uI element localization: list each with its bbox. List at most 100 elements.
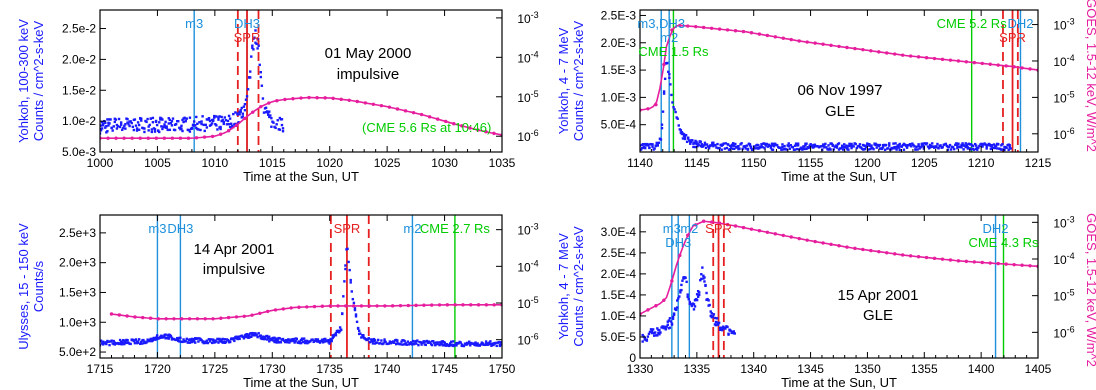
x-tick-label: 1340 xyxy=(740,362,767,376)
counts-point xyxy=(658,333,661,336)
counts-point xyxy=(714,144,717,147)
counts-point xyxy=(318,341,322,344)
counts-point xyxy=(648,330,652,334)
x-tick-label: 1740 xyxy=(374,362,401,376)
counts-point xyxy=(134,339,138,342)
y-tick-label: 5.0E-4 xyxy=(601,118,637,132)
counts-point xyxy=(132,339,136,342)
counts-point xyxy=(900,145,904,148)
counts-point xyxy=(691,139,694,142)
counts-point xyxy=(647,332,651,336)
counts-point xyxy=(204,341,207,345)
counts-point xyxy=(435,341,438,344)
counts-point xyxy=(881,146,885,149)
counts-point xyxy=(292,337,295,341)
counts-point xyxy=(997,142,1000,146)
counts-point xyxy=(239,109,242,112)
goes-point xyxy=(203,317,207,321)
chart-subtitle: impulsive xyxy=(337,66,400,83)
goes-point xyxy=(427,115,432,119)
counts-point xyxy=(666,323,669,326)
counts-point xyxy=(174,122,178,126)
goes-point xyxy=(717,27,722,31)
counts-point xyxy=(847,148,850,151)
counts-point xyxy=(912,143,915,147)
counts-point xyxy=(650,331,654,335)
plot-area xyxy=(640,215,1038,358)
counts-point xyxy=(641,142,645,146)
goes-point xyxy=(383,304,387,308)
goes-point xyxy=(444,119,448,124)
y-tick-label: 3.0E-4 xyxy=(601,225,637,239)
counts-point xyxy=(181,118,184,122)
goes-point xyxy=(686,24,690,28)
counts-point xyxy=(237,121,240,124)
counts-point xyxy=(964,142,967,145)
counts-point xyxy=(143,127,146,130)
counts-point xyxy=(226,119,230,123)
counts-point xyxy=(313,339,316,342)
counts-point xyxy=(261,97,265,100)
goes-point xyxy=(853,46,857,51)
goes-point xyxy=(885,251,889,255)
counts-point xyxy=(180,127,183,130)
counts-point xyxy=(274,339,277,343)
x-axis-label: Time at the Sun, UT xyxy=(243,375,359,390)
goes-point xyxy=(281,307,286,311)
counts-point xyxy=(699,278,702,282)
counts-point xyxy=(233,339,236,343)
counts-point xyxy=(143,130,146,134)
counts-point xyxy=(133,341,137,345)
x-axis-label: Time at the Sun, UT xyxy=(781,169,897,184)
counts-point xyxy=(990,143,994,147)
x-tick-label: 1025 xyxy=(374,156,401,170)
counts-point xyxy=(898,148,901,152)
counts-point xyxy=(452,340,455,343)
counts-point xyxy=(653,147,656,150)
goes-point xyxy=(403,109,408,113)
counts-point xyxy=(114,118,118,121)
counts-point xyxy=(764,144,767,147)
counts-point xyxy=(831,144,834,147)
counts-point xyxy=(207,117,211,121)
counts-point xyxy=(243,102,247,106)
counts-point xyxy=(684,133,688,137)
goes-point xyxy=(781,36,785,40)
counts-point xyxy=(793,148,797,151)
goes-point xyxy=(773,232,778,236)
counts-point xyxy=(700,273,703,276)
counts-point xyxy=(132,128,136,132)
counts-point xyxy=(354,313,358,316)
goes-point xyxy=(773,35,778,39)
counts-point xyxy=(388,340,392,343)
counts-point xyxy=(705,291,708,295)
counts-point xyxy=(344,264,347,267)
counts-point xyxy=(723,147,727,150)
counts-point xyxy=(342,295,345,298)
counts-point xyxy=(878,143,882,147)
counts-point xyxy=(258,63,261,67)
counts-point xyxy=(641,340,644,343)
counts-point xyxy=(700,277,703,281)
counts-point xyxy=(679,128,683,132)
counts-point xyxy=(671,315,675,319)
goes-point xyxy=(315,96,319,100)
goes-point xyxy=(678,23,682,28)
counts-point xyxy=(674,110,677,114)
counts-point xyxy=(769,146,773,150)
counts-point xyxy=(699,140,702,143)
goes-point xyxy=(154,136,158,140)
goes-point xyxy=(251,110,255,114)
counts-point xyxy=(641,333,644,337)
counts-point xyxy=(657,141,661,144)
counts-point xyxy=(331,336,334,340)
counts-point xyxy=(855,146,859,150)
counts-point xyxy=(106,130,109,133)
counts-point xyxy=(126,338,129,342)
goes-point xyxy=(445,303,450,307)
counts-point xyxy=(356,327,360,330)
counts-point xyxy=(204,123,207,127)
counts-point xyxy=(990,145,994,148)
counts-point xyxy=(259,75,262,79)
counts-point xyxy=(866,142,869,145)
